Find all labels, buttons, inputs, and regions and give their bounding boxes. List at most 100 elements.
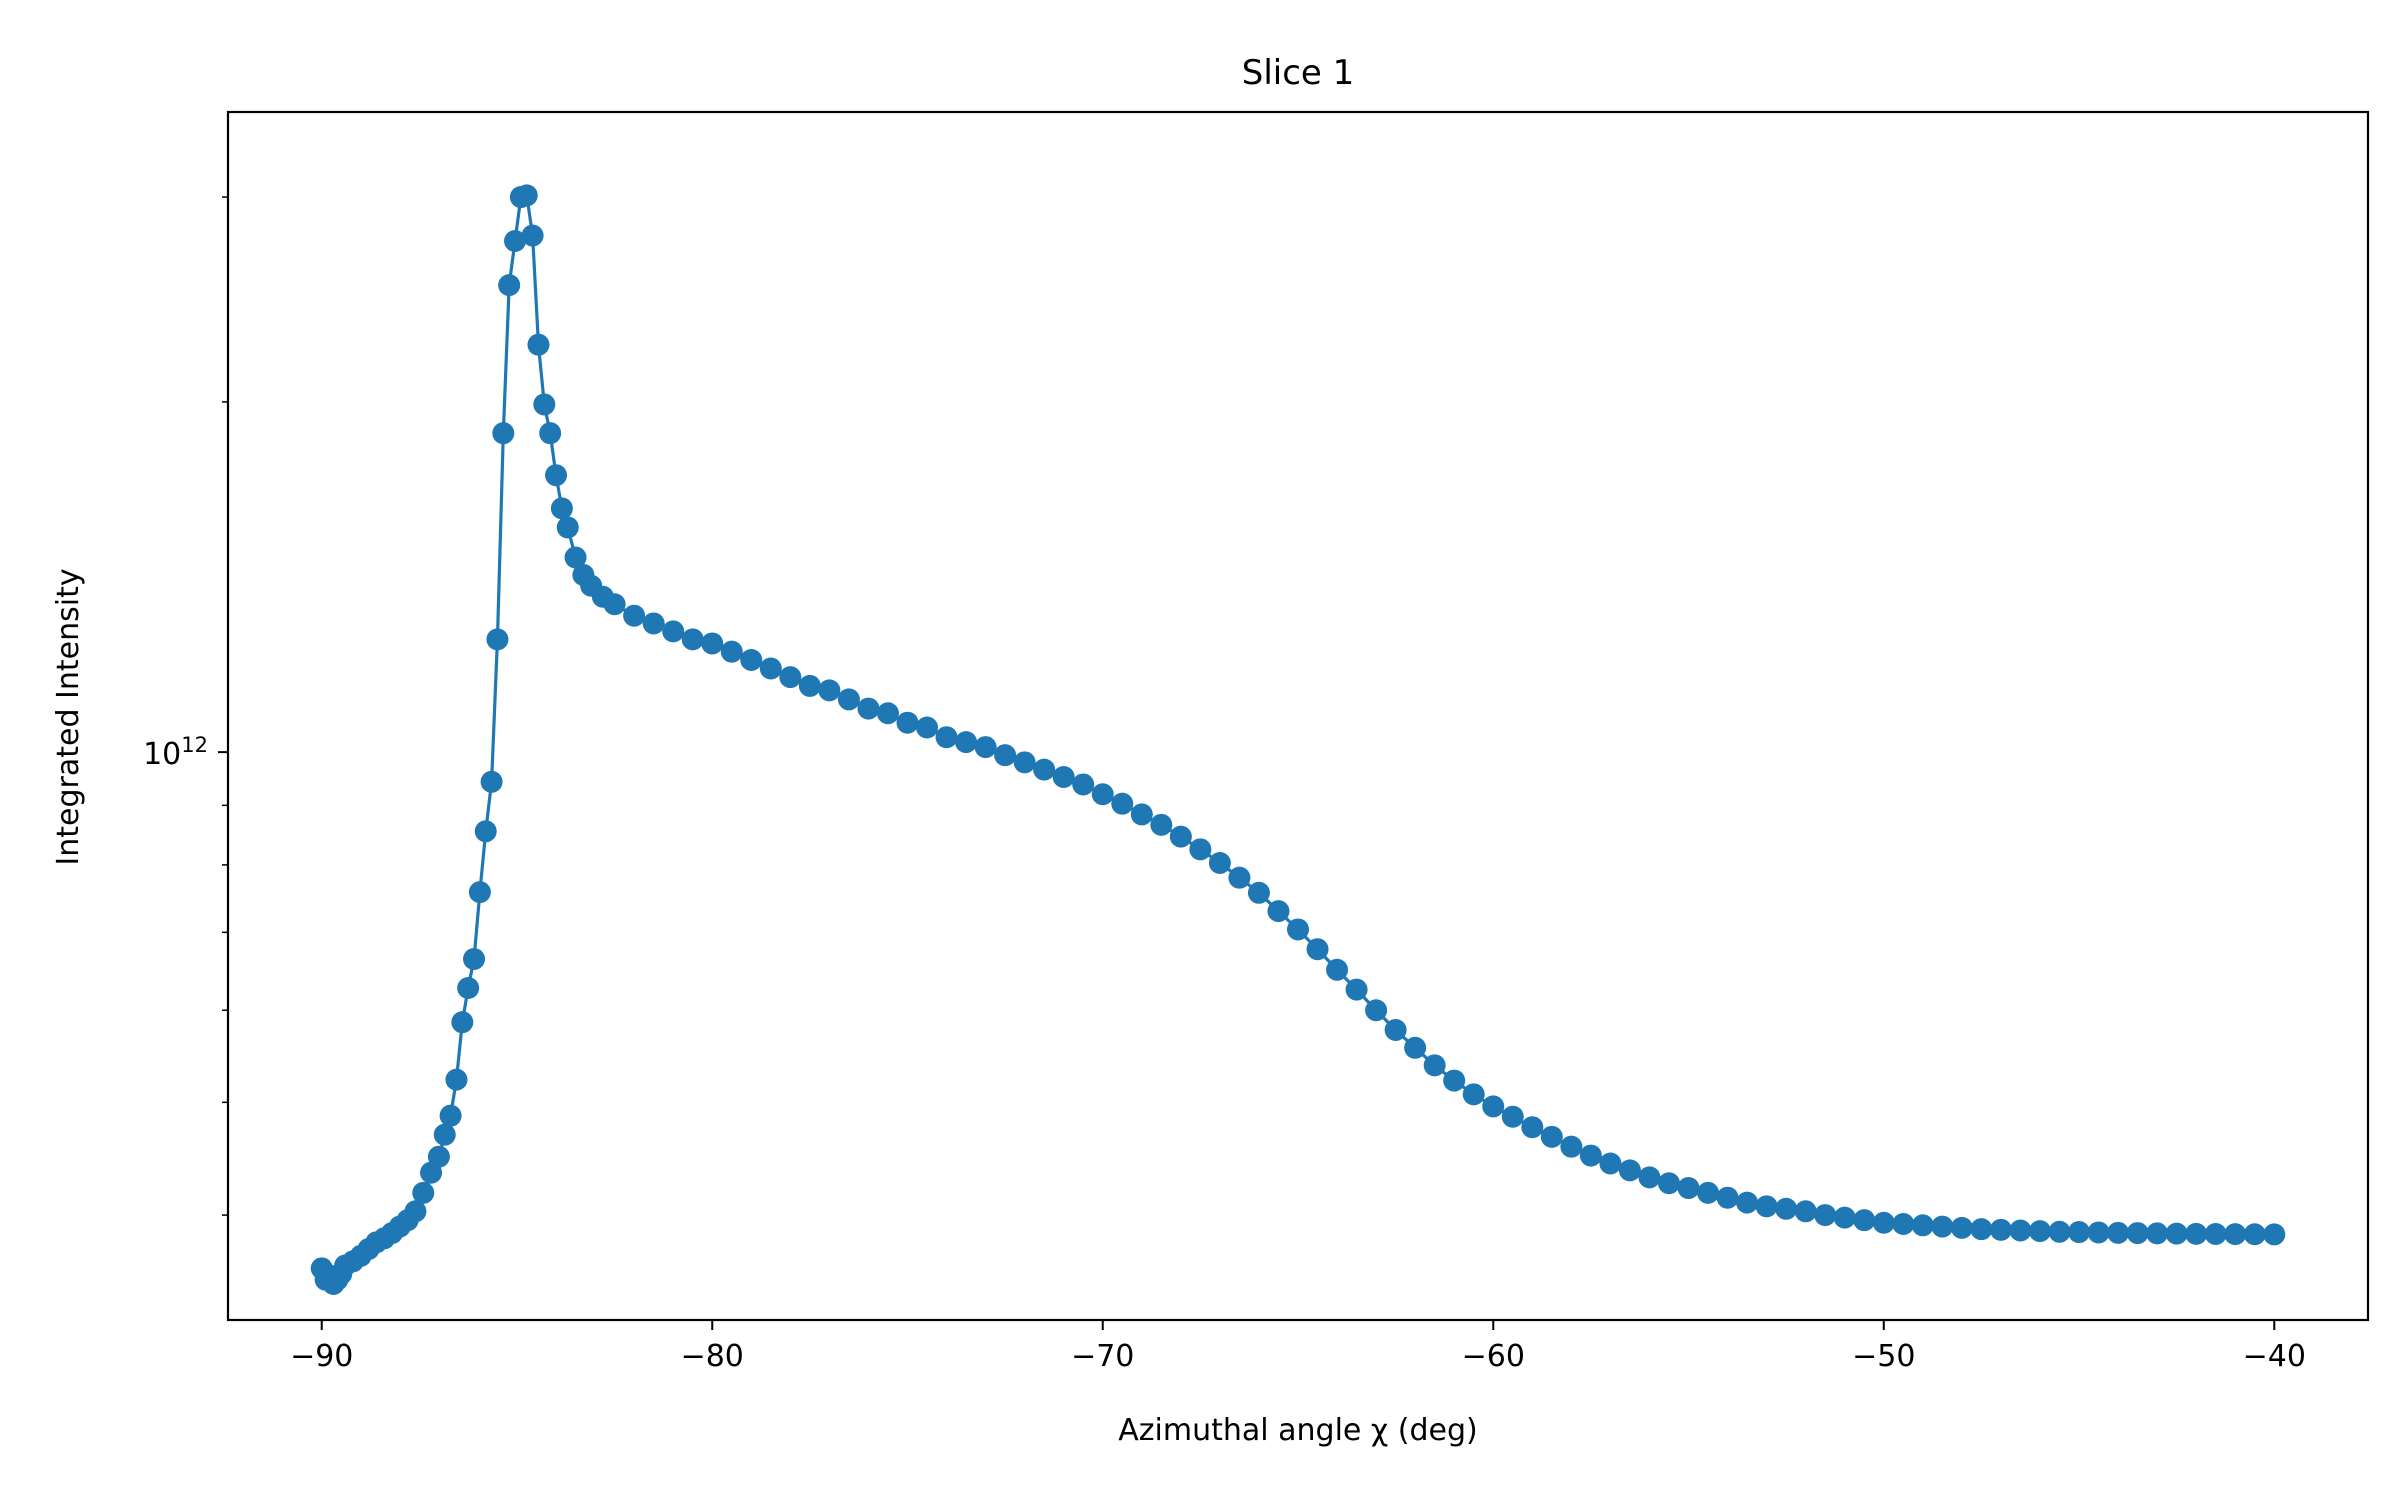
data-point (1931, 1216, 1953, 1238)
chart-title: Slice 1 (1242, 53, 1355, 93)
data-point (1189, 838, 1211, 860)
data-point (475, 820, 497, 842)
data-point (1307, 938, 1329, 960)
data-point (1560, 1136, 1582, 1158)
data-point (1111, 793, 1133, 815)
data-point (740, 649, 762, 671)
data-point (1756, 1195, 1778, 1217)
data-point (1795, 1200, 1817, 1222)
data-point (1775, 1198, 1797, 1220)
data-point (412, 1182, 434, 1204)
data-point (457, 977, 479, 999)
data-point (1346, 979, 1368, 1001)
data-point (2205, 1223, 2227, 1245)
data-point (498, 274, 520, 296)
data-point (1072, 773, 1094, 795)
data-point (2224, 1223, 2246, 1245)
data-point (1736, 1192, 1758, 1214)
data-point (463, 948, 485, 970)
data-point (682, 628, 704, 650)
data-point (760, 658, 782, 680)
data-point (721, 641, 743, 663)
data-point (1131, 803, 1153, 825)
data-point (445, 1069, 467, 1091)
data-point (838, 688, 860, 710)
data-point (818, 679, 840, 701)
data-point (857, 698, 879, 720)
data-point (1619, 1159, 1641, 1181)
x-tick-label: −40 (2243, 1339, 2306, 1374)
data-point (2107, 1222, 2129, 1244)
data-point (1853, 1209, 1875, 1231)
data-point (1990, 1219, 2012, 1241)
x-tick-label: −60 (1462, 1339, 1525, 1374)
data-point (434, 1124, 456, 1146)
data-point (1326, 959, 1348, 981)
data-point (1248, 882, 1270, 904)
data-point (1287, 918, 1309, 940)
data-point (1658, 1172, 1680, 1194)
data-point (1365, 999, 1387, 1021)
data-point (994, 744, 1016, 766)
data-point (1385, 1019, 1407, 1041)
data-point (701, 632, 723, 654)
data-point (2244, 1223, 2266, 1245)
data-point (779, 666, 801, 688)
x-tick-label: −70 (1071, 1339, 1134, 1374)
data-point (1814, 1204, 1836, 1226)
data-point (1267, 900, 1289, 922)
data-point (623, 605, 645, 627)
data-point (1404, 1037, 1426, 1059)
data-point (440, 1105, 462, 1127)
data-point (1873, 1212, 1895, 1234)
data-point (1482, 1095, 1504, 1117)
data-point (2263, 1223, 2285, 1245)
data-point (1209, 852, 1231, 874)
x-tick-label: −90 (290, 1339, 353, 1374)
data-point (1678, 1177, 1700, 1199)
data-point (1892, 1213, 1914, 1235)
data-point (877, 702, 899, 724)
data-point (1502, 1106, 1524, 1128)
data-point (2009, 1219, 2031, 1241)
data-point (2185, 1223, 2207, 1245)
data-point (1717, 1187, 1739, 1209)
data-point (2068, 1221, 2090, 1243)
data-point (1599, 1153, 1621, 1175)
data-point (1053, 766, 1075, 788)
data-point (955, 731, 977, 753)
data-point (1580, 1145, 1602, 1167)
data-point (1228, 867, 1250, 889)
data-point (1951, 1217, 1973, 1239)
data-point (545, 464, 567, 486)
data-point (469, 881, 491, 903)
data-point (662, 620, 684, 642)
data-point (1834, 1207, 1856, 1229)
data-point (551, 497, 573, 519)
data-point (492, 422, 514, 444)
data-point (1521, 1116, 1543, 1138)
data-point (481, 771, 503, 793)
data-point (2166, 1223, 2188, 1245)
data-point (486, 628, 508, 650)
data-point (604, 593, 626, 615)
data-point (539, 422, 561, 444)
data-point (1541, 1126, 1563, 1148)
data-point (2146, 1222, 2168, 1244)
data-point (451, 1011, 473, 1033)
data-point (533, 393, 555, 415)
data-point (643, 612, 665, 634)
data-point (896, 712, 918, 734)
data-point (2049, 1221, 2071, 1243)
x-tick-label: −80 (681, 1339, 744, 1374)
data-point (1170, 826, 1192, 848)
data-point (527, 334, 549, 356)
data-point (557, 516, 579, 538)
x-axis-label: Azimuthal angle χ (deg) (1118, 1413, 1477, 1448)
data-point (1033, 759, 1055, 781)
data-point (522, 225, 544, 247)
data-point (2029, 1220, 2051, 1242)
data-point (1443, 1070, 1465, 1092)
data-point (516, 184, 538, 206)
